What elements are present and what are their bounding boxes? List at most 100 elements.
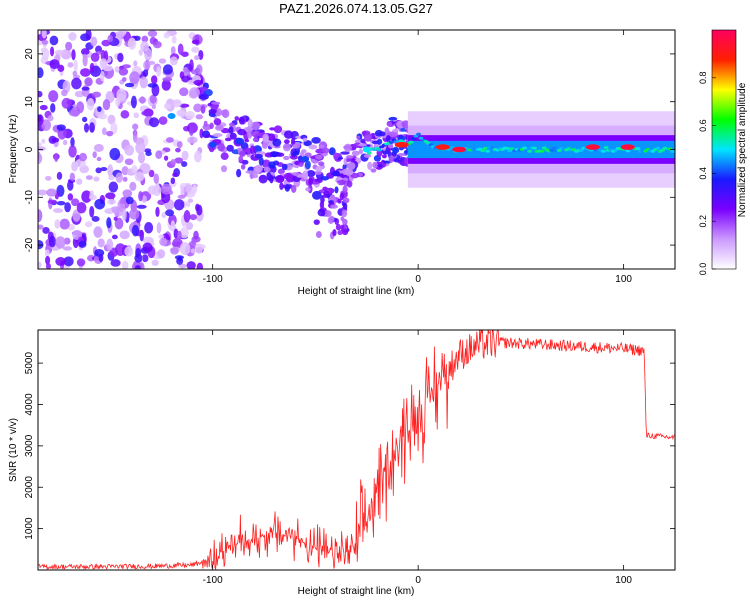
spectral-blob — [159, 237, 168, 246]
spectral-blob — [39, 104, 48, 111]
spectral-blob — [214, 125, 224, 131]
tone-core — [655, 146, 661, 150]
spectral-blob — [268, 161, 276, 169]
spectral-blob — [129, 71, 140, 85]
spectral-blob — [203, 120, 208, 127]
spectral-blob — [308, 144, 318, 150]
spectrogram-ylabel: Frequency (Hz) — [8, 115, 19, 184]
spectral-blob — [170, 177, 176, 185]
spectral-blob — [133, 35, 141, 41]
spectral-blob — [200, 105, 206, 114]
spectral-blob — [93, 143, 104, 152]
spectral-blob — [151, 104, 156, 110]
spectral-hotspot — [452, 146, 467, 153]
spectral-blob — [47, 115, 54, 122]
spectral-blob — [342, 197, 350, 204]
spectral-blob — [163, 155, 169, 161]
spectral-blob — [161, 212, 167, 219]
spectral-blob — [303, 140, 312, 147]
spectral-blob — [98, 113, 108, 120]
spectral-blob — [337, 198, 342, 204]
spectral-blob — [46, 188, 57, 197]
spectral-blob — [129, 181, 137, 192]
spectral-blob — [141, 35, 149, 43]
spectral-blob — [247, 118, 253, 128]
tone-core — [601, 149, 606, 153]
spectral-blob — [122, 64, 131, 69]
spectral-blob — [136, 204, 147, 209]
spectral-blob — [165, 137, 174, 143]
spectral-blob — [119, 199, 127, 204]
spectral-blob — [253, 166, 260, 176]
spectral-blob — [342, 185, 348, 193]
spectral-blob — [292, 143, 301, 149]
spectral-blob — [184, 184, 192, 193]
spectral-blob — [41, 119, 52, 132]
spectral-blob — [332, 229, 337, 237]
spectral-blob — [386, 121, 393, 127]
spectral-blob — [89, 122, 95, 133]
spectral-blob — [68, 109, 80, 117]
spectral-blob — [80, 48, 90, 56]
snr-panel: -100 0 100 1000 2000 3000 4000 5000 Height of s… — [8, 329, 676, 597]
spectral-blob — [135, 265, 141, 269]
spectral-blob — [269, 174, 274, 184]
spectral-blob — [97, 238, 105, 248]
tone-core — [532, 146, 537, 150]
spectral-blob — [119, 230, 130, 240]
spectral-blob — [351, 150, 360, 156]
spectral-blob — [291, 172, 301, 176]
spectral-blob — [147, 83, 158, 88]
spectral-blob — [388, 155, 394, 163]
spectral-blob — [44, 249, 50, 258]
spectral-blob — [342, 218, 348, 225]
spectral-blob — [328, 147, 336, 156]
spectral-blob — [220, 165, 228, 173]
spectral-blob — [192, 184, 198, 194]
spectral-blob — [163, 103, 172, 110]
spectral-blob — [340, 224, 345, 232]
colorbar-tick-label: 0.6 — [698, 119, 708, 132]
spectral-blob — [131, 165, 138, 174]
spectral-blob — [344, 168, 354, 176]
x-tick-label: -100 — [203, 274, 223, 285]
x-tick-label: -100 — [203, 575, 223, 586]
spectral-blob — [217, 142, 225, 152]
spectral-blob — [61, 89, 68, 97]
spectral-blob — [41, 39, 49, 45]
spectral-blob — [108, 181, 119, 193]
spectral-blob — [100, 49, 106, 61]
spectral-blob — [345, 155, 354, 159]
spectral-blob — [246, 130, 253, 139]
spectral-blob — [308, 177, 313, 186]
spectral-blob — [44, 175, 52, 181]
spectral-blob — [65, 41, 73, 51]
spectral-blob — [67, 193, 74, 201]
x-tick-label: 0 — [415, 274, 421, 285]
y-tick-label: 3000 — [24, 434, 35, 457]
spectral-blob — [137, 152, 146, 164]
spectral-blob — [150, 75, 158, 85]
spectral-blob — [38, 114, 44, 126]
spectral-blob — [238, 155, 244, 163]
spectral-blob — [49, 59, 60, 70]
spectral-blob — [321, 147, 330, 154]
spectral-hotspot — [208, 141, 217, 148]
spectral-blob — [116, 88, 127, 102]
spectral-blob — [147, 30, 158, 38]
tone-core — [416, 132, 421, 136]
spectral-blob — [117, 52, 124, 63]
spectral-blob — [363, 153, 372, 158]
spectral-blob — [377, 164, 383, 168]
spectral-blob — [358, 148, 364, 155]
spectral-blob — [187, 136, 198, 144]
spectral-blob — [172, 172, 178, 177]
spectral-blob — [127, 37, 137, 50]
spectral-blob — [236, 168, 242, 178]
spectral-blob — [161, 79, 171, 91]
spectral-blob — [356, 135, 361, 140]
spectral-blob — [56, 171, 63, 180]
spectral-blob — [51, 137, 60, 143]
spectral-blob — [263, 166, 271, 173]
spectral-blob — [179, 71, 185, 80]
